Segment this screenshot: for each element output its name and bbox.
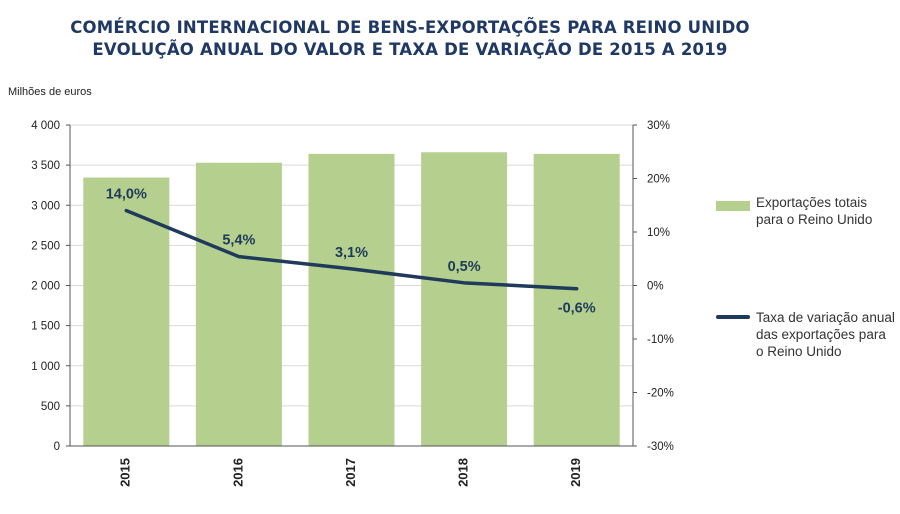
x-tick-label: 2018 [456,458,471,487]
y2-tick-label: 10% [647,227,670,239]
chart-subtitle: EVOLUÇÃO ANUAL DO VALOR E TAXA DE VARIAÇ… [92,40,728,59]
y-tick-label: 1 000 [31,361,60,373]
y-tick-label: 1 500 [31,321,60,333]
data-label: 14,0% [106,187,147,203]
y-tick-label: 3 500 [31,160,60,172]
x-tick-label: 2019 [568,458,583,487]
legend-bar-swatch [716,201,750,211]
data-label: -0,6% [558,301,596,317]
chart-title: COMÉRCIO INTERNACIONAL DE BENS-EXPORTAÇÕ… [70,18,750,37]
y-tick-label: 2 000 [31,281,60,293]
y2-tick-label: 0% [647,281,664,293]
y-tick-label: 0 [54,441,60,453]
bar [533,153,620,446]
legend-line-swatch [716,315,750,319]
y2-tick-label: -30% [647,441,674,453]
y2-tick-label: -10% [647,334,674,346]
bar [421,152,508,446]
y2-tick-label: 30% [647,120,670,132]
x-tick-label: 2015 [118,458,133,487]
y-tick-label: 3 000 [31,200,60,212]
data-label: 0,5% [448,259,481,275]
x-tick-label: 2017 [343,458,358,487]
y-axis-unit-label: Milhões de euros [8,86,92,98]
y-tick-label: 2 500 [31,240,60,252]
bar [83,177,170,446]
y2-tick-label: 20% [647,174,670,186]
legend-bar-label: Exportações totais para o Reino Unido [756,195,873,227]
rate-line [124,208,579,291]
data-label: 5,4% [222,233,255,249]
y2-tick-label: -20% [647,388,674,400]
data-label: 3,1% [335,245,368,261]
y-tick-label: 500 [41,401,60,413]
x-tick-label: 2016 [230,458,245,487]
y-tick-label: 4 000 [31,120,60,132]
bar [308,153,395,446]
bar [195,162,282,446]
legend-line-label: Taxa de variação anual das exportações p… [756,310,895,359]
